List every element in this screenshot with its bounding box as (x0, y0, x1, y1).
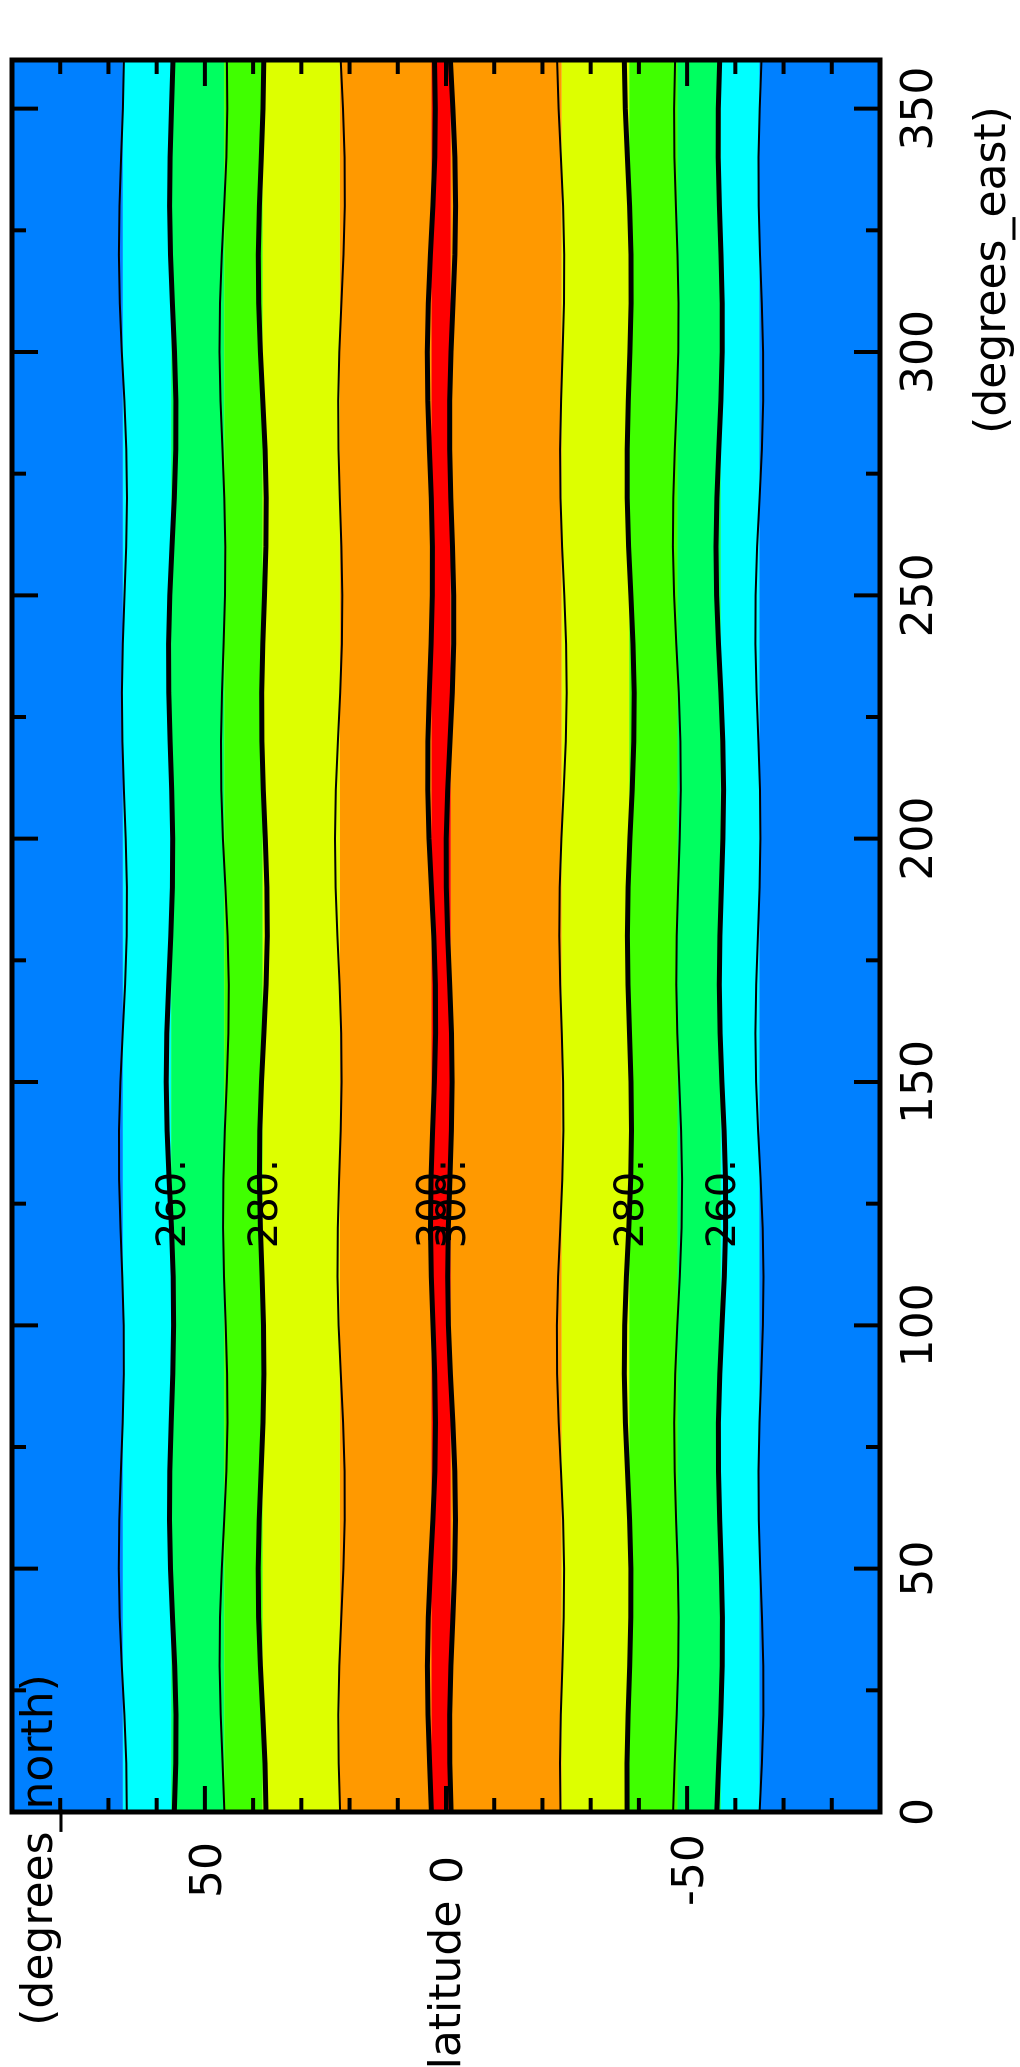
band-8 (561, 60, 630, 1812)
x-tick-label-7: 350 (892, 67, 943, 151)
contour-label-text-4: 280. (607, 1159, 653, 1248)
contour-label-3: 300. (429, 1159, 475, 1248)
contour-label-4: 280. (607, 1159, 653, 1248)
contour-label-text-3: 300. (429, 1159, 475, 1248)
band-12 (759, 60, 880, 1812)
contour-label-2: 300. (410, 1159, 456, 1248)
band-5 (339, 60, 432, 1812)
y-axis-units-text: (degrees_north) (12, 1674, 63, 2025)
x-tick-label-text-1: 50 (892, 1541, 943, 1597)
contour-line-300-2 (424, 59, 439, 1813)
band-9 (629, 60, 678, 1812)
contour-labels: 260. 280. 300.300. 280. 260. (149, 1159, 745, 1248)
contour-line-300-3 (443, 59, 459, 1813)
x-tick-label-1: 50 (892, 1541, 943, 1597)
thin-contour-1 (218, 59, 230, 1813)
contour-label-text-1: 280. (241, 1159, 287, 1248)
band-3 (224, 60, 263, 1812)
contour-line-280-1 (255, 59, 270, 1813)
y-tick-label-text-2: -50 (663, 1834, 714, 1906)
contour-label-text-0: 260. (149, 1159, 195, 1248)
thin-contour-4 (671, 59, 684, 1813)
band-1 (122, 60, 172, 1812)
contour-line-260-0 (163, 59, 179, 1813)
x-axis-title-text: (degrees_east) (965, 106, 1016, 434)
band-10 (677, 60, 721, 1812)
band-11 (720, 60, 760, 1812)
x-tick-label-text-7: 350 (892, 67, 943, 151)
thin-contour-3 (555, 59, 568, 1813)
x-tick-label-2: 100 (892, 1283, 943, 1367)
x-tick-label-text-4: 200 (892, 797, 943, 881)
x-tick-label-text-0: 0 (892, 1798, 943, 1826)
x-axis-title: (degrees_east) (965, 106, 1016, 434)
contour-label-0: 260. (149, 1159, 195, 1248)
tick-labels: 0 50 100 150 200 250 300 350 50 0 -50 (181, 67, 943, 1906)
thin-contour-5 (754, 59, 765, 1813)
contour-lines (117, 59, 765, 1813)
y-tick-label-2: -50 (663, 1834, 714, 1906)
y-axis-title-text: latitude (420, 1901, 471, 2067)
filled-bands (12, 60, 880, 1812)
contour-label-5: 260. (699, 1159, 745, 1248)
y-axis-units: (degrees_north) (12, 1674, 63, 2025)
y-tick-label-1: 0 (422, 1856, 473, 1884)
contour-label-1: 280. (241, 1159, 287, 1248)
contour-line-260-5 (713, 59, 729, 1813)
x-tick-label-6: 300 (892, 310, 943, 394)
y-axis-title: latitude (420, 1901, 471, 2067)
x-tick-label-text-2: 100 (892, 1283, 943, 1367)
x-tick-label-text-6: 300 (892, 310, 943, 394)
band-0 (12, 60, 123, 1812)
y-tick-label-0: 50 (181, 1842, 232, 1898)
thin-contour-2 (333, 59, 346, 1813)
x-tick-label-4: 200 (892, 797, 943, 881)
contour-label-text-2: 300. (410, 1159, 456, 1248)
x-tick-label-0: 0 (892, 1798, 943, 1826)
band-2 (171, 60, 225, 1812)
contour-line-280-4 (621, 59, 637, 1813)
band-7 (450, 60, 562, 1812)
axis-titles: (degrees_east) latitude (degrees_north) (12, 106, 1016, 2067)
y-tick-label-text-0: 50 (181, 1842, 232, 1898)
x-tick-label-5: 250 (892, 553, 943, 637)
x-tick-label-text-5: 250 (892, 553, 943, 637)
y-tick-label-text-1: 0 (422, 1856, 473, 1884)
axis-ticks (12, 60, 880, 1814)
x-tick-label-3: 150 (892, 1040, 943, 1124)
x-tick-label-text-3: 150 (892, 1040, 943, 1124)
contour-label-text-5: 260. (699, 1159, 745, 1248)
band-4 (262, 60, 340, 1812)
thin-contour-0 (117, 59, 129, 1813)
